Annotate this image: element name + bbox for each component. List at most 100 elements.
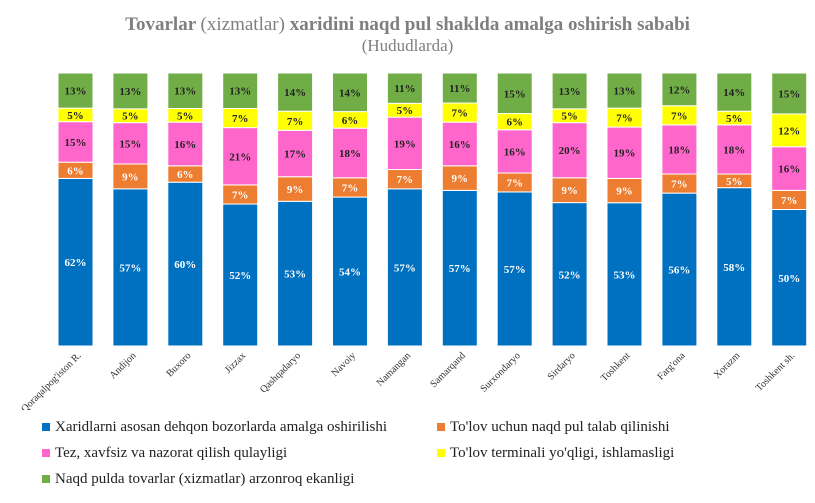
data-label: 13%: [614, 86, 636, 98]
bar-stack: 56% 7% 18% 7% 12%: [661, 72, 698, 347]
bar-segment: [167, 181, 204, 347]
x-tick-label: Surxondaryo: [479, 350, 523, 394]
bar-segment: [716, 124, 753, 175]
legend-swatch: [437, 449, 445, 457]
data-label: 53%: [614, 269, 636, 281]
bar-stack: 57% 7% 16% 6% 15%: [496, 72, 533, 347]
x-tick-label: Qashqadaryo: [258, 350, 303, 395]
data-label: 9%: [616, 186, 633, 198]
bar-segment: [441, 121, 478, 167]
data-label: 15%: [65, 137, 87, 149]
data-label: 7%: [671, 110, 688, 122]
data-label: 13%: [65, 86, 87, 98]
bar-segment: [771, 209, 808, 347]
bar-segment: [716, 187, 753, 347]
data-label: 15%: [119, 138, 141, 150]
data-label: 7%: [781, 195, 798, 207]
data-label: 53%: [284, 269, 306, 281]
bar-stack: 57% 7% 19% 5% 11%: [386, 72, 423, 347]
data-label: 16%: [504, 146, 526, 158]
data-label: 13%: [559, 86, 581, 98]
bar-segment: [222, 72, 259, 109]
legend-item: Naqd pulda tovarlar (xizmatlar) arzonroq…: [42, 466, 354, 492]
bar-segment: [771, 113, 808, 148]
legend-swatch: [437, 423, 445, 431]
data-label: 9%: [287, 184, 304, 196]
chart-title-part1: Tovarlar: [125, 14, 196, 35]
legend-item: To'lov uchun naqd pul talab qilinishi: [437, 414, 670, 440]
data-label: 11%: [449, 83, 470, 95]
bar-segment: [606, 177, 643, 204]
data-label: 14%: [339, 87, 361, 99]
x-tick-label: Farg'ona: [655, 350, 687, 382]
legend-item: Tez, xavfsiz va nazorat qilish qulayligi: [42, 440, 287, 466]
bar-segment: [222, 127, 259, 186]
data-label: 7%: [616, 113, 633, 125]
data-label: 62%: [65, 257, 87, 269]
data-label: 52%: [229, 270, 251, 282]
data-label: 9%: [561, 185, 578, 197]
data-label: 15%: [778, 88, 800, 100]
bar-stack: 52% 7% 21% 7% 13%: [222, 72, 259, 347]
bar-stack: 50% 7% 16% 12% 15%: [771, 72, 808, 347]
bar-segment: [496, 191, 533, 347]
bar-stack: 60% 6% 16% 5% 13%: [167, 72, 204, 347]
legend-label: Naqd pulda tovarlar (xizmatlar) arzonroq…: [55, 471, 355, 487]
x-tick-label: Andijon: [108, 350, 139, 381]
chart-plot: 62% 6% 15% 5% 13% Qoraqalpog'iston R. 57% 9% 15%…: [19, 72, 808, 410]
bar-segment: [112, 122, 149, 165]
data-label: 50%: [778, 273, 800, 285]
data-label: 54%: [339, 267, 361, 279]
bar-segment: [386, 72, 423, 104]
legend-label: Xaridlarni asosan dehqon bozorlarda amal…: [55, 419, 387, 435]
data-label: 18%: [339, 148, 361, 160]
bar-stack: 57% 9% 16% 7% 11%: [441, 72, 478, 347]
bar-segment: [222, 203, 259, 347]
chart-title-part3: xaridini naqd pul shaklda amalga oshiris…: [289, 14, 690, 35]
bar-segment: [441, 72, 478, 104]
data-label: 13%: [119, 86, 141, 98]
bar-segment: [332, 196, 368, 347]
data-label: 57%: [394, 262, 416, 274]
data-label: 60%: [174, 259, 196, 271]
data-label: 5%: [177, 110, 194, 122]
chart-title: Tovarlar (xizmatlar) xaridini naqd pul s…: [0, 14, 815, 36]
data-label: 7%: [506, 177, 523, 189]
x-tick-label: Xorazm: [712, 350, 743, 381]
bar-segment: [551, 202, 588, 347]
bar-segment: [771, 72, 808, 115]
data-label: 21%: [229, 151, 251, 163]
bar-segment: [606, 72, 643, 109]
chart-subtitle: (Hududlarda): [361, 36, 454, 55]
x-tick-label: Buxoro: [164, 350, 193, 379]
x-tick-label: Toshkent sh.: [754, 350, 797, 393]
bar-segment: [661, 124, 698, 175]
data-label: 57%: [449, 263, 471, 275]
data-label: 7%: [232, 113, 249, 125]
data-label: 7%: [342, 182, 359, 194]
data-label: 16%: [449, 139, 471, 151]
bar-segment: [112, 188, 149, 347]
bar-stack: 54% 7% 18% 6% 14%: [332, 72, 368, 347]
bar-segment: [551, 72, 588, 110]
data-label: 12%: [778, 125, 800, 137]
data-label: 57%: [504, 264, 526, 276]
x-tick-label: Toshkent: [599, 350, 633, 384]
data-label: 6%: [67, 165, 84, 177]
data-label: 13%: [229, 86, 251, 98]
bar-stack: 57% 9% 15% 5% 13%: [112, 72, 149, 347]
data-label: 17%: [284, 149, 306, 161]
data-label: 57%: [119, 262, 141, 274]
data-label: 5%: [561, 111, 578, 123]
bar-segment: [332, 72, 368, 113]
bar-stack: 58% 5% 18% 5% 14%: [716, 72, 753, 347]
bar-segment: [57, 121, 94, 163]
legend-label: To'lov terminali yo'qligi, ishlamasligi: [450, 445, 675, 461]
chart-title-part2: (xizmatlar): [200, 14, 285, 35]
data-label: 18%: [723, 144, 745, 156]
x-tick-label: Navoiy: [330, 350, 359, 379]
data-label: 7%: [671, 179, 688, 191]
bar-segment: [112, 163, 149, 190]
data-label: 5%: [67, 110, 84, 122]
